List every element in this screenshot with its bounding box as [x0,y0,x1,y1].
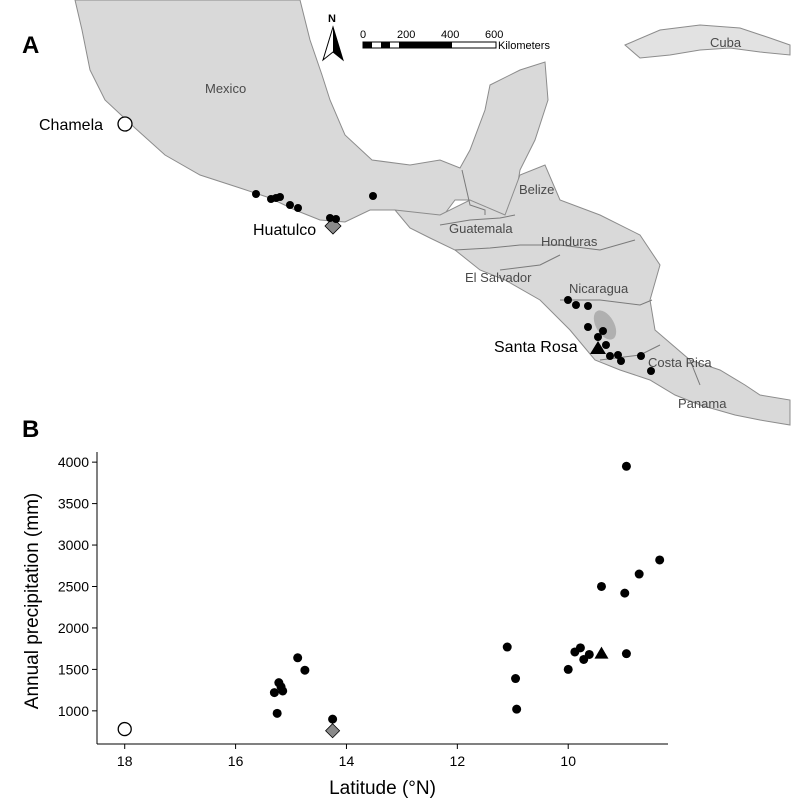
map-marker-santa-rosa [590,341,606,354]
map-site-dot [594,333,602,341]
scale-bar [362,41,497,49]
map-site-dot [286,201,294,209]
map-site-dot [614,351,622,359]
label-mexico: Mexico [205,81,246,96]
x-tick-label: 12 [450,753,466,769]
map-marker-chamela [117,116,133,132]
map-site-dot [564,296,572,304]
data-point [512,704,522,714]
central-america-landmass [393,164,791,426]
scale-tick-600: 600 [485,29,503,41]
label-panama: Panama [678,396,727,411]
map-site-dot [584,323,592,331]
data-point [502,642,512,652]
scale-unit: Kilometers [498,40,550,52]
data-point [272,708,282,718]
y-tick-label: 1000 [58,703,89,719]
y-tick-label: 1500 [58,661,89,677]
panel-a-letter: A [22,32,40,59]
label-honduras: Honduras [541,234,598,249]
x-tick-label: 10 [560,753,576,769]
data-point [328,714,338,724]
data-point [511,674,521,684]
y-tick-label: 2000 [58,620,89,636]
map-site-dot [294,204,302,212]
map-site-dot [332,215,340,223]
north-label: N [328,13,336,25]
data-point-huatulco [325,723,341,739]
cuba-landmass [624,24,791,59]
y-tick-label: 2500 [58,578,89,594]
data-point [269,688,279,698]
scale-tick-400: 400 [441,29,459,41]
data-point [621,461,631,471]
label-santa-rosa: Santa Rosa [494,339,578,356]
label-el-salvador: El Salvador [465,270,532,285]
data-point [634,569,644,579]
label-belize: Belize [519,182,554,197]
scatter-chart: 1000 1500 2000 2500 3000 3500 4000 18 16 14 12 10 L… [22,452,668,799]
scale-tick-0: 0 [360,29,366,41]
y-tick-label: 3000 [58,537,89,553]
x-axis-title: Latitude (°N) [329,778,436,799]
map-sample-sites [252,190,655,375]
map-site-dot [252,190,260,198]
data-point [293,653,303,663]
data-point-chamela [117,721,132,737]
x-tick-label: 18 [117,753,133,769]
panel-b-letter: B [22,416,40,443]
country-borders [439,169,701,386]
mexico-landmass [74,0,549,226]
data-point [620,588,630,598]
x-tick-label: 14 [339,753,355,769]
data-point [278,686,288,696]
map-site-dot [602,341,610,349]
data-point [584,649,594,659]
y-tick-label: 4000 [58,454,89,470]
data-point [563,664,573,674]
map-site-dot [584,302,592,310]
data-point-santa-rosa [594,646,609,659]
data-point [596,581,606,591]
map-site-dot [647,367,655,375]
label-cuba: Cuba [710,35,742,50]
y-tick-label: 3500 [58,496,89,512]
map-site-dot [606,352,614,360]
map-site-dot [637,352,645,360]
data-point [621,649,631,659]
data-point [575,643,585,653]
label-costa-rica: Costa Rica [648,355,712,370]
label-guatemala: Guatemala [449,221,513,236]
y-axis-title: Annual precipitation (mm) [22,493,43,709]
map-site-dot [599,327,607,335]
map-site-dot [276,193,284,201]
x-tick-label: 16 [228,753,244,769]
map-site-dot [326,214,334,222]
data-point [655,555,665,565]
map-site-dot [369,192,377,200]
data-point [300,665,310,675]
chart-marks [117,461,665,739]
scale-tick-200: 200 [397,29,415,41]
label-huatulco: Huatulco [253,222,316,239]
map-panel: N 0 200 400 600 Kilometers Mexico Cuba B… [39,0,791,426]
map-site-dot [572,301,580,309]
label-chamela: Chamela [39,117,103,134]
label-nicaragua: Nicaragua [569,281,629,296]
map-site-dot [617,357,625,365]
chart-axes: 1000 1500 2000 2500 3000 3500 4000 18 16 14 12 10 [58,452,668,769]
north-arrow-icon [322,25,344,62]
